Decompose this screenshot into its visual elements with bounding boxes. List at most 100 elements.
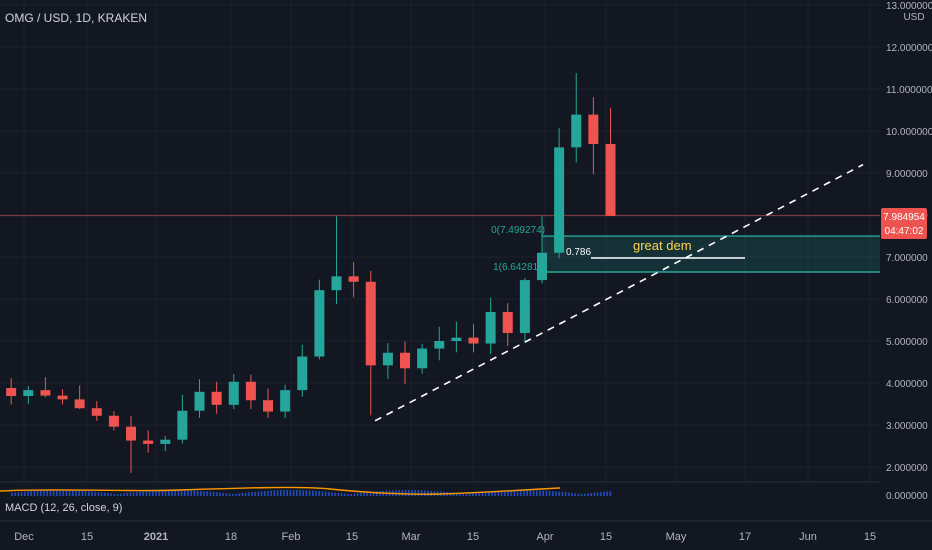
macd-hist-bar — [555, 491, 557, 496]
macd-hist-bar — [247, 492, 250, 496]
candle-body — [228, 381, 239, 405]
macd-hist-bar — [103, 492, 106, 496]
currency-label: USD — [903, 12, 924, 23]
macd-hist-bar — [215, 492, 218, 496]
macd-hist-bar — [481, 492, 484, 496]
macd-pane — [0, 486, 612, 496]
macd-hist-bar — [30, 491, 32, 496]
time-axis[interactable]: Dec 15 2021 18 Feb 15 Mar 15 Apr 15 May 17 Jun 15 — [14, 531, 876, 543]
candle-body — [400, 352, 411, 369]
candle-body — [417, 348, 428, 369]
price-tick-label: 10.000000 — [886, 127, 932, 138]
macd-label: MACD (12, 26, close, 9) — [5, 502, 122, 514]
macd-hist-bar — [398, 490, 400, 496]
candle — [365, 270, 376, 416]
price-tick-label: 2.000000 — [886, 463, 928, 474]
macd-hist-bar — [375, 491, 378, 496]
macd-hist-bar — [539, 490, 541, 496]
macd-hist-bar — [324, 491, 327, 496]
macd-hist-bar — [564, 492, 567, 496]
macd-hist-bar — [548, 490, 551, 496]
macd-hist-bar — [302, 490, 304, 496]
candle-body — [485, 312, 496, 344]
macd-hist-bar — [513, 490, 516, 496]
candle-body — [348, 276, 359, 282]
macd-hist-bar — [468, 493, 471, 496]
macd-hist-bar — [171, 490, 173, 496]
time-tick-label: Feb — [282, 531, 301, 543]
candle — [91, 401, 102, 421]
macd-hist-bar — [500, 490, 503, 496]
macd-hist-bar — [52, 490, 55, 496]
macd-hist-bar — [36, 490, 39, 496]
macd-hist-bar — [308, 490, 311, 496]
demand-zone[interactable] — [542, 236, 880, 273]
macd-hist-bar — [196, 490, 199, 496]
candle-body — [588, 114, 599, 145]
macd-hist-bar — [561, 491, 564, 496]
macd-hist-bar — [551, 491, 554, 496]
macd-hist-bar — [334, 492, 336, 496]
macd-hist-bar — [423, 490, 426, 496]
price-axis[interactable] — [880, 0, 932, 510]
macd-hist-bar — [558, 491, 560, 496]
candle — [314, 279, 325, 360]
macd-hist-bar — [343, 493, 346, 496]
macd-hist-bar — [459, 493, 461, 496]
macd-hist-bar — [148, 490, 151, 496]
candle-body — [6, 388, 17, 397]
macd-hist-bar — [462, 493, 464, 496]
macd-hist-bar — [263, 490, 266, 496]
candle — [417, 343, 428, 374]
candle — [554, 128, 565, 259]
macd-hist-bar — [212, 491, 215, 496]
macd-hist-bar — [279, 490, 282, 496]
macd-hist-bar — [251, 492, 253, 496]
candle-body — [331, 276, 342, 291]
macd-hist-bar — [190, 490, 192, 496]
macd-hist-bar — [532, 490, 535, 496]
trendline[interactable] — [374, 163, 864, 422]
macd-hist-bar — [225, 493, 228, 496]
macd-hist-bar — [353, 493, 356, 496]
macd-hist-bar — [235, 493, 237, 496]
candle — [228, 374, 239, 410]
candle — [468, 324, 479, 353]
candle — [160, 435, 171, 452]
macd-hist-bar — [494, 491, 496, 496]
macd-hist-bar — [209, 491, 212, 496]
candle — [6, 378, 17, 405]
macd-hist-bar — [219, 492, 221, 496]
macd-hist-bar — [507, 490, 509, 496]
macd-hist-bar — [529, 490, 532, 496]
candle-body — [245, 381, 256, 401]
candle — [502, 303, 513, 347]
candle — [23, 385, 34, 404]
candles — [6, 73, 616, 473]
macd-hist-bar — [404, 490, 407, 496]
macd-hist-bar — [465, 493, 468, 496]
macd-hist-bar — [478, 492, 480, 496]
candle — [537, 216, 547, 284]
macd-hist-bar — [14, 492, 16, 496]
candle — [485, 297, 496, 355]
price-tick-label: 11.000000 — [886, 85, 932, 96]
macd-hist-bar — [567, 492, 570, 496]
macd-hist-bar — [129, 492, 132, 496]
macd-hist-bar — [411, 490, 413, 496]
candle-body — [91, 408, 102, 416]
candle — [382, 343, 393, 379]
macd-hist-bar — [100, 492, 103, 496]
macd-hist-bar — [516, 490, 519, 496]
macd-hist-bar — [471, 493, 474, 496]
candle-body — [502, 312, 513, 334]
macd-hist-bar — [340, 493, 343, 496]
macd-hist-bar — [193, 490, 196, 496]
time-tick-label: Jun — [799, 531, 817, 543]
macd-hist-bar — [228, 493, 231, 496]
candle — [263, 388, 274, 418]
macd-hist-bar — [401, 490, 404, 496]
macd-hist-bar — [289, 490, 292, 496]
macd-hist-bar — [62, 490, 64, 496]
